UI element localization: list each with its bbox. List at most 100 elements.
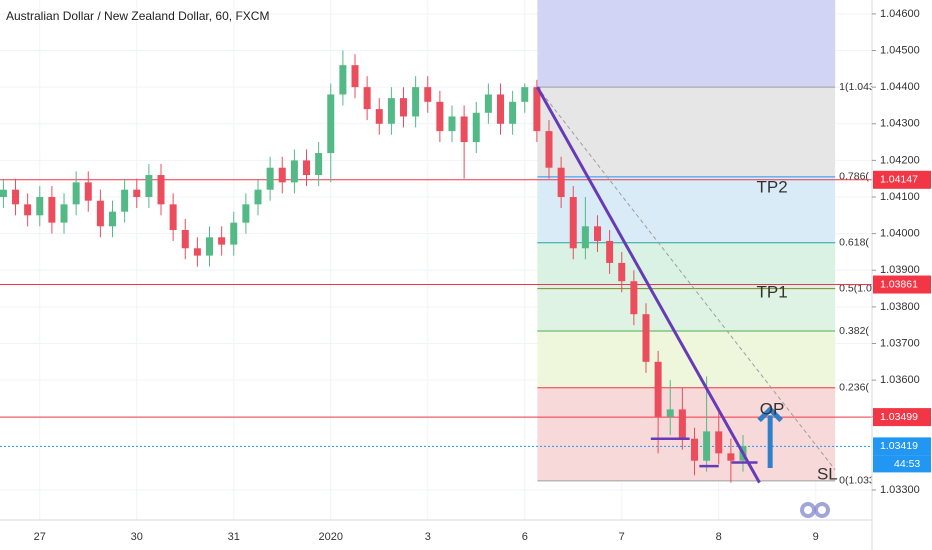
candle-body [569, 197, 577, 249]
price-label: 1.03499 [880, 411, 918, 423]
countdown-box [873, 455, 931, 473]
candle-body [339, 65, 347, 95]
fib-label: 1(1.043 [839, 81, 875, 93]
candle-body [84, 182, 92, 201]
candle-body [703, 431, 711, 461]
axes: 27 30 31 2020 3 6 7 8 9 1.04600 1.04500 1.04400 1.04… [34, 8, 931, 543]
candle-body [593, 226, 601, 241]
candle-body [581, 226, 589, 249]
arrow-head [757, 405, 783, 423]
candle-body [618, 262, 626, 282]
candle-body [375, 109, 383, 124]
candle-body [145, 175, 153, 198]
chart-title: Australian Dollar / New Zealand Dollar, … [6, 9, 269, 23]
candle-body [545, 131, 553, 168]
candle-body [678, 409, 686, 439]
candle-body [509, 101, 517, 124]
candle-body [715, 431, 723, 454]
fib-label: 0.5(1.0 [839, 282, 872, 294]
x-tick-label: 9 [813, 531, 819, 543]
fib-band [537, 331, 836, 388]
annotation: SL [817, 464, 838, 483]
candle-body [24, 204, 32, 216]
price-label: 1.03419 [880, 440, 918, 452]
countdown: 44:53 [894, 458, 920, 470]
candle-body [412, 87, 420, 117]
x-tick-label: 3 [425, 531, 431, 543]
logo [800, 502, 830, 518]
candle-body [666, 409, 674, 417]
candle-body [218, 237, 226, 245]
candle-body [533, 87, 541, 132]
fib-label: 0.786( [839, 171, 869, 183]
candle-body [606, 240, 614, 263]
fib-label: 0.236( [839, 382, 869, 394]
x-tick-label: 31 [228, 531, 240, 543]
candle-body [278, 167, 286, 183]
y-tick-label: 1.03900 [880, 264, 920, 276]
fib-band [537, 87, 836, 177]
candle-body [448, 116, 456, 132]
candle-body [206, 237, 214, 256]
x-tick-label: 6 [522, 531, 528, 543]
fib-top-band [537, 0, 836, 88]
y-tick-label: 1.03700 [880, 337, 920, 349]
candle-body [133, 189, 141, 198]
candle-body [48, 197, 56, 223]
candle-body [727, 453, 735, 461]
candle-body [230, 222, 238, 245]
candle-body [96, 200, 104, 227]
candle-body [254, 189, 262, 205]
candle-body [315, 153, 323, 176]
fib-label: 0.618( [839, 237, 869, 249]
candle-body [387, 98, 395, 124]
candle-body [630, 281, 638, 315]
candle-body [60, 204, 68, 223]
y-tick-label: 1.04400 [880, 81, 920, 93]
x-tick-label: 30 [131, 531, 143, 543]
y-tick-label: 1.04100 [880, 191, 920, 203]
fib-label: 0(1.033 [839, 475, 875, 487]
candle-body [690, 438, 698, 461]
trend-line [536, 86, 761, 484]
fib-band [537, 387, 836, 481]
candle-body [0, 189, 7, 198]
candle-body [400, 98, 408, 117]
x-tick-label: 7 [619, 531, 625, 543]
y-tick-label: 1.04200 [880, 154, 920, 166]
candle-body [436, 101, 444, 132]
candle-body [121, 189, 129, 212]
candle-body [12, 189, 20, 205]
x-tick-label: 2020 [319, 531, 343, 543]
x-tick-label: 8 [716, 531, 722, 543]
trend-line [536, 86, 836, 471]
candle-body [642, 314, 650, 362]
y-tick-label: 1.04000 [880, 228, 920, 240]
candle-body [363, 87, 371, 110]
candle-body [290, 160, 298, 183]
candle-body [266, 167, 274, 190]
candle-body [169, 204, 177, 230]
candle-body [157, 175, 165, 205]
candle-body [36, 197, 44, 216]
candle-body [72, 182, 80, 205]
y-tick-label: 1.03600 [880, 374, 920, 386]
candle-body [654, 361, 662, 417]
candle-body [303, 160, 311, 176]
candle-body [327, 94, 335, 154]
annotation: TP1 [756, 282, 787, 301]
candle-body [424, 87, 432, 102]
fib-band [537, 288, 836, 332]
y-tick-label: 1.04600 [880, 8, 920, 20]
fib-band [537, 242, 836, 289]
annotation: OP [760, 399, 785, 418]
candle-body [521, 87, 529, 102]
y-tick-label: 1.03800 [880, 301, 920, 313]
price-label-box [873, 437, 931, 456]
price-label-box [873, 408, 931, 427]
candle-body [193, 248, 201, 256]
candle-body [460, 116, 468, 143]
y-tick-label: 1.04300 [880, 118, 920, 130]
candle-body [181, 229, 189, 249]
